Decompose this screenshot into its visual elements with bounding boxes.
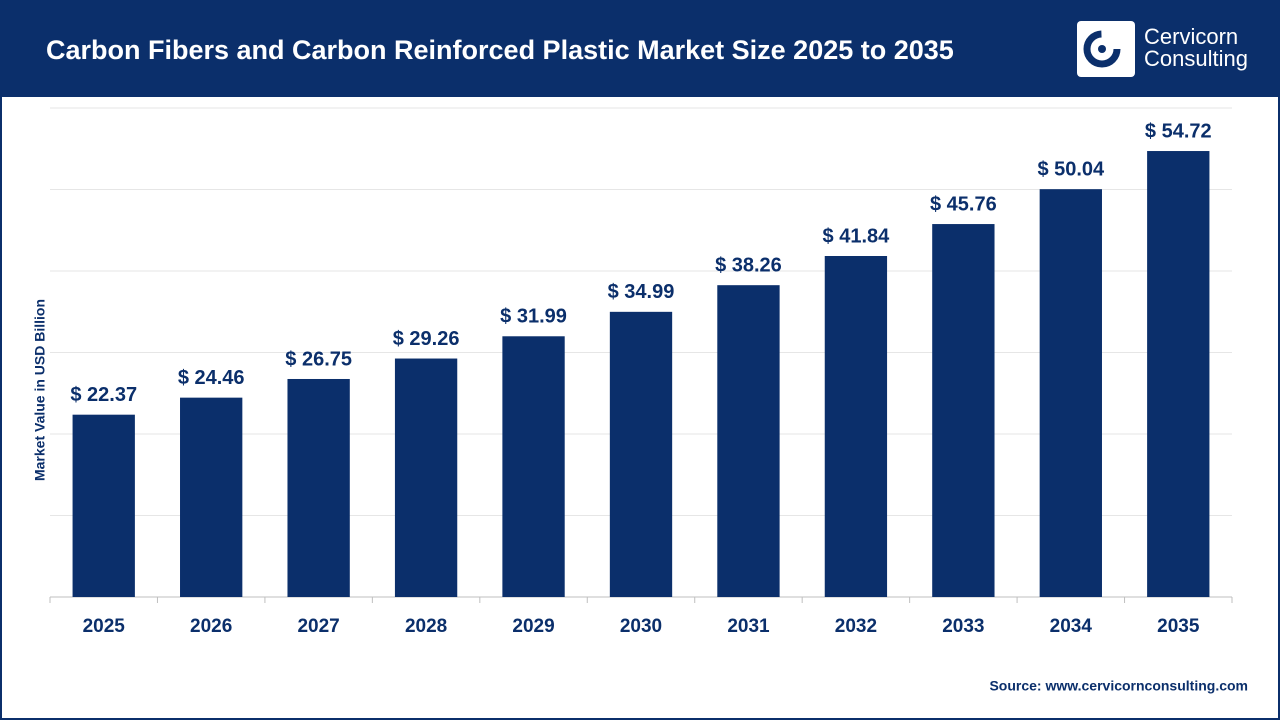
bar bbox=[932, 224, 995, 597]
data-label: $ 38.26 bbox=[715, 254, 782, 276]
data-label: $ 45.76 bbox=[930, 193, 997, 215]
bar bbox=[180, 397, 243, 597]
data-label: $ 50.04 bbox=[1037, 158, 1105, 180]
data-label: $ 26.75 bbox=[285, 348, 352, 370]
data-label: $ 29.26 bbox=[393, 328, 460, 350]
x-tick-label: 2025 bbox=[83, 616, 126, 637]
bar bbox=[394, 358, 458, 597]
logo-mark bbox=[1083, 30, 1121, 68]
data-label: $ 22.37 bbox=[70, 384, 137, 406]
header-bar bbox=[0, 0, 1280, 97]
source: Source: www.cervicornconsulting.com bbox=[989, 678, 1248, 694]
x-tick-label: 2031 bbox=[727, 616, 770, 637]
bar bbox=[287, 378, 350, 597]
bar bbox=[502, 336, 565, 597]
x-tick-label: 2035 bbox=[1157, 616, 1200, 637]
bar bbox=[1039, 189, 1102, 597]
logo-text: Consulting bbox=[1144, 46, 1248, 71]
data-label: $ 34.99 bbox=[608, 281, 675, 303]
x-tick-label: 2026 bbox=[190, 616, 232, 637]
x-tick-label: 2029 bbox=[512, 616, 554, 637]
x-tick-label: 2028 bbox=[405, 616, 447, 637]
bar bbox=[717, 285, 780, 597]
bar bbox=[609, 311, 673, 597]
bar bbox=[824, 256, 888, 597]
bar bbox=[1147, 151, 1210, 598]
bar bbox=[72, 414, 135, 597]
x-tick-label: 2030 bbox=[620, 616, 662, 637]
logo-text: Cervicorn bbox=[1144, 24, 1238, 49]
x-tick-label: 2034 bbox=[1050, 616, 1093, 637]
chart-title: Carbon Fibers and Carbon Reinforced Plas… bbox=[46, 35, 954, 65]
data-label: $ 24.46 bbox=[178, 367, 245, 389]
logo-dot bbox=[1098, 45, 1106, 53]
data-label: $ 54.72 bbox=[1145, 120, 1212, 142]
x-tick-label: 2032 bbox=[835, 616, 877, 637]
x-tick-label: 2033 bbox=[942, 616, 984, 637]
x-tick-label: 2027 bbox=[297, 616, 339, 637]
y-axis-label: Market Value in USD Billion bbox=[32, 299, 48, 481]
data-label: $ 41.84 bbox=[823, 225, 891, 247]
data-label: $ 31.99 bbox=[500, 306, 567, 328]
